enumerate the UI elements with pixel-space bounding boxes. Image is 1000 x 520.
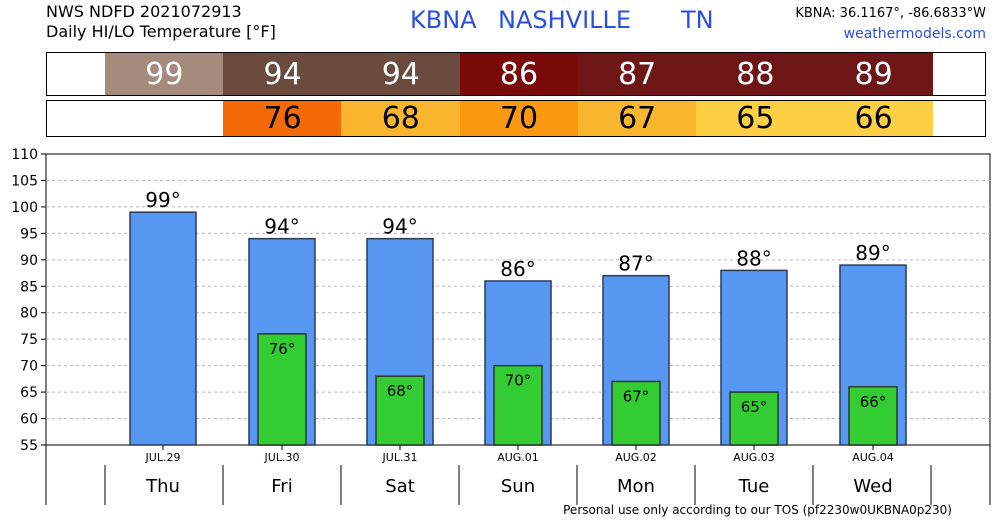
date-label: AUG.02 [615, 451, 657, 464]
date-label: AUG.01 [497, 451, 539, 464]
low-temp-label: 76° [269, 340, 296, 358]
y-tick-label: 90 [20, 253, 38, 269]
low-temp-cell [105, 101, 224, 136]
low-temp-bar [611, 380, 661, 446]
high-temp-cell: 88 [696, 53, 815, 95]
low-temp-label: 68° [387, 382, 414, 400]
high-temp-cell: 99 [105, 53, 224, 95]
low-temp-label: 70° [505, 372, 532, 390]
high-temp-cell: 94 [223, 53, 342, 95]
day-label: Sun [501, 476, 535, 497]
low-temp-cell: 70 [459, 101, 579, 136]
station-state: TN [681, 6, 714, 34]
header-right: KBNA: 36.1167°, -86.6833°W weathermodels… [795, 4, 986, 44]
station-name: NASHVILLE [498, 6, 632, 34]
station-coords: KBNA: 36.1167°, -86.6833°W [795, 6, 986, 21]
y-tick-label: 55 [20, 438, 38, 454]
high-temp-label: 99° [145, 188, 180, 212]
y-tick-label: 60 [20, 412, 38, 428]
day-label: Wed [853, 476, 892, 497]
low-temp-cell: 67 [577, 101, 697, 136]
high-temp-label: 94° [264, 215, 299, 239]
high-temp-label: 89° [855, 241, 890, 265]
y-tick-label: 65 [20, 385, 38, 401]
source-line: NWS NDFD 2021072913 [46, 2, 242, 21]
low-temp-label: 66° [860, 393, 887, 411]
chart-subtitle: Daily HI/LO Temperature [°F] [46, 22, 276, 41]
date-label: JUL.30 [264, 451, 300, 464]
y-tick-label: 75 [20, 332, 38, 348]
y-tick-label: 95 [20, 226, 38, 242]
high-temp-cell: 87 [577, 53, 697, 95]
date-label: AUG.03 [733, 451, 775, 464]
day-label: Mon [617, 476, 655, 497]
high-temp-cell: 94 [341, 53, 461, 95]
y-tick-label: 70 [20, 359, 38, 375]
footer-note: Personal use only according to our TOS (… [563, 503, 952, 517]
low-temp-bar [729, 391, 779, 446]
date-label: AUG.04 [852, 451, 894, 464]
low-temp-bar [493, 364, 543, 446]
low-temp-cell: 68 [341, 101, 461, 136]
y-tick-label: 85 [20, 279, 38, 295]
high-temp-strip: 99 94 94 86 87 88 89 [46, 52, 986, 96]
high-temp-cell: 86 [459, 53, 579, 95]
day-label: Thu [145, 476, 180, 497]
high-temp-label: 88° [736, 246, 771, 270]
day-label: Sat [385, 476, 415, 497]
high-temp-label: 94° [382, 215, 417, 239]
site-link[interactable]: weathermodels.com [843, 26, 986, 42]
date-label: JUL.29 [145, 451, 181, 464]
high-temp-bar [129, 211, 197, 446]
day-label: Fri [271, 476, 292, 497]
low-temp-cell: 76 [223, 101, 342, 136]
low-temp-bar [848, 386, 898, 446]
y-tick-label: 100 [11, 200, 38, 216]
high-temp-label: 86° [500, 257, 535, 281]
low-temp-cell: 66 [814, 101, 933, 136]
high-temp-cell: 89 [814, 53, 933, 95]
low-temp-cell: 65 [696, 101, 815, 136]
low-temp-label: 65° [741, 398, 768, 416]
y-tick-label: 80 [20, 306, 38, 322]
day-label: Tue [738, 476, 770, 497]
low-temp-strip: 76 68 70 67 65 66 [46, 100, 986, 137]
header-left: NWS NDFD 2021072913 Daily HI/LO Temperat… [46, 2, 276, 42]
y-tick-label: 110 [11, 147, 38, 163]
date-label: JUL.31 [382, 451, 418, 464]
y-tick-label: 105 [11, 173, 38, 189]
low-temp-bar [375, 375, 425, 446]
high-temp-label: 87° [618, 252, 653, 276]
station-code: KBNA [410, 6, 477, 34]
low-temp-label: 67° [623, 388, 650, 406]
